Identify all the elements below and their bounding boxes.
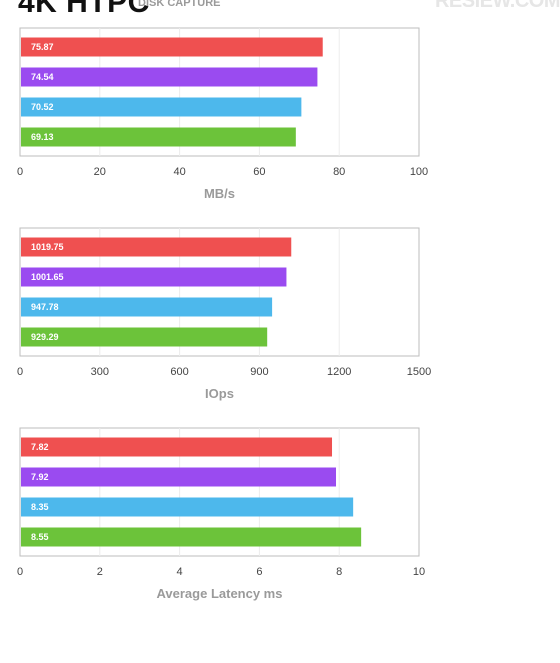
x-tick-label: 10: [413, 566, 425, 578]
x-tick-label: 20: [94, 166, 106, 178]
page-subtitle: DISK CAPTURE: [138, 0, 221, 9]
site-watermark: RESIEW.COM: [434, 0, 560, 12]
x-tick-label: 1500: [407, 366, 431, 378]
bar-value-label: 1001.65: [31, 272, 64, 282]
bar: [21, 37, 323, 57]
bar-value-label: 7.82: [31, 442, 49, 452]
chart-mbps: 0 20 40 60 80 100 75.87 74.54 70.52 69.13 MB/s: [17, 27, 428, 201]
x-tick-label: 8: [336, 566, 342, 578]
x-tick-label: 6: [256, 566, 262, 578]
x-tick-label: 0: [17, 566, 23, 578]
x-tick-label: 4: [177, 566, 183, 578]
x-tick-label: 60: [253, 166, 265, 178]
bar-value-label: 947.78: [31, 302, 59, 312]
bar: [21, 297, 273, 317]
x-tick-label: 100: [410, 166, 428, 178]
bar: [21, 527, 362, 547]
x-axis-label: IOps: [205, 386, 234, 401]
bar-value-label: 74.54: [31, 72, 54, 82]
x-tick-label: 40: [173, 166, 185, 178]
x-tick-label: 2: [97, 566, 103, 578]
chart-latency: 0 2 4 6 8 10 7.82 7.92 8.35 8.55 Average Latency m…: [17, 427, 425, 601]
bar: [21, 97, 302, 117]
x-tick-label: 0: [17, 366, 23, 378]
bar: [21, 497, 354, 517]
bar: [21, 327, 268, 347]
x-tick-label: 600: [170, 366, 188, 378]
x-axis-label: Average Latency ms: [157, 586, 283, 601]
bar-value-label: 929.29: [31, 332, 59, 342]
x-tick-label: 80: [333, 166, 345, 178]
x-axis-label: MB/s: [204, 186, 235, 201]
x-tick-label: 1200: [327, 366, 351, 378]
bar: [21, 237, 292, 257]
bar: [21, 67, 318, 87]
page-title: 4K HTPC: [18, 0, 150, 19]
chart-iops: 0 300 600 900 1200 1500 1019.75 1001.65 947.78 92…: [17, 227, 431, 401]
bar-value-label: 70.52: [31, 102, 54, 112]
bar: [21, 467, 337, 487]
bar-value-label: 8.55: [31, 532, 49, 542]
x-tick-label: 300: [91, 366, 109, 378]
bar-value-label: 7.92: [31, 472, 49, 482]
x-tick-label: 900: [250, 366, 268, 378]
bar-value-label: 8.35: [31, 502, 49, 512]
x-tick-label: 0: [17, 166, 23, 178]
bar-value-label: 75.87: [31, 42, 54, 52]
chart-header: 4K HTPC DISK CAPTURE RESIEW.COM: [0, 0, 560, 19]
bar: [21, 267, 287, 287]
bar: [21, 437, 333, 457]
bar: [21, 127, 296, 147]
bar-value-label: 1019.75: [31, 242, 64, 252]
bar-value-label: 69.13: [31, 132, 54, 142]
